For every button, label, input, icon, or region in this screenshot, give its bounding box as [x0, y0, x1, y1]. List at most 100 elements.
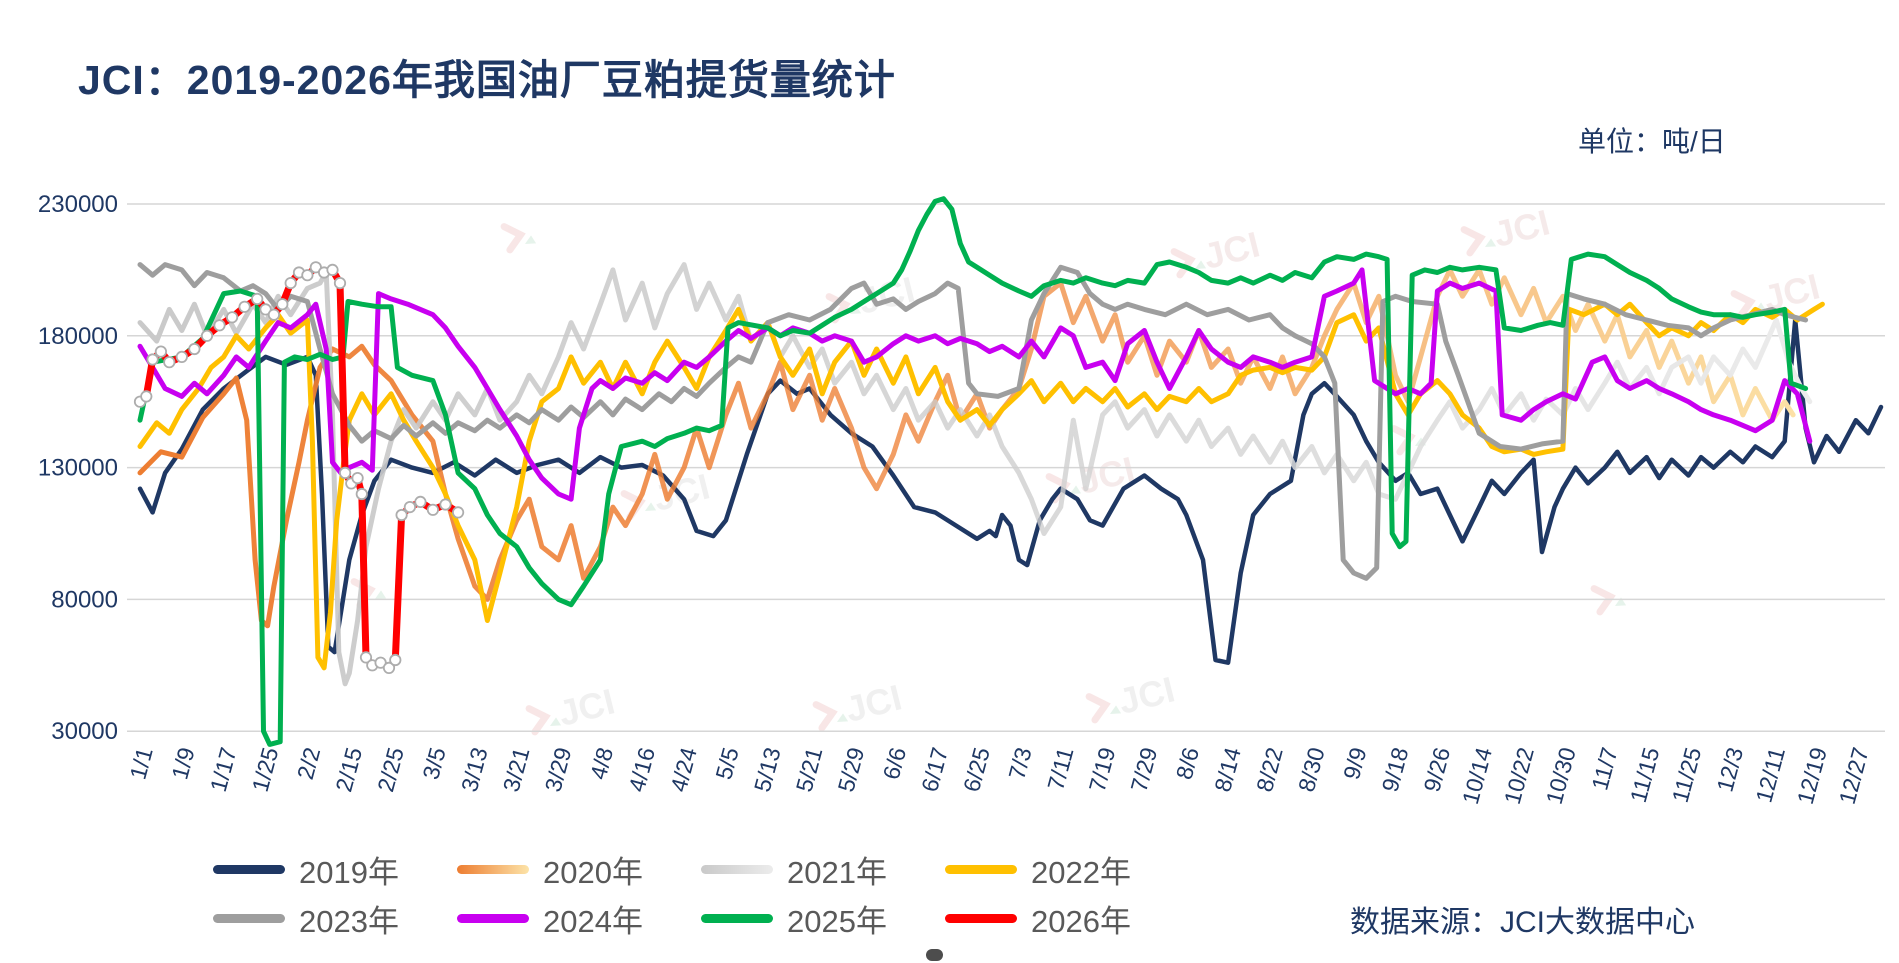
series-line-2025 — [137, 196, 1809, 747]
series-marker-2026 — [426, 503, 439, 516]
x-axis-label: 6/17 — [916, 745, 953, 795]
watermark-text: JCI — [554, 680, 618, 733]
series-line-2024 — [137, 267, 1813, 502]
legend: 2019年 2020年 2021年 2022年 2023年 2024年 2025… — [213, 845, 1213, 943]
watermark — [500, 223, 537, 254]
x-axis-label: 1/1 — [124, 745, 157, 783]
watermark-chevron-icon — [525, 705, 551, 736]
series-marker-2026 — [451, 506, 465, 519]
legend-swatch-2020 — [457, 865, 529, 874]
series-marker-2026 — [226, 311, 239, 324]
watermark-green-accent-icon — [1109, 705, 1122, 715]
page-title: JCI：2019-2026年我国油厂豆粕提货量统计 — [78, 57, 896, 103]
series-marker-2026 — [359, 651, 373, 664]
watermark-text: JCI — [841, 676, 905, 729]
x-axis-label: 1/17 — [205, 745, 242, 795]
series-marker-2026 — [213, 319, 226, 332]
x-axis-label: 2/15 — [330, 745, 367, 795]
watermark-green-accent-icon — [1069, 485, 1082, 495]
legend-label-2021: 2021年 — [787, 855, 887, 890]
x-axis-label: 6/6 — [878, 745, 911, 783]
x-axis-label: 8/6 — [1171, 745, 1204, 783]
x-axis-label: 7/11 — [1042, 745, 1078, 793]
watermark-green-accent-icon — [644, 502, 657, 512]
x-axis-label: 3/29 — [540, 745, 577, 795]
series-marker-2026 — [154, 345, 167, 358]
x-axis-label: 12/27 — [1834, 745, 1874, 807]
series-marker-2026 — [251, 292, 264, 305]
watermark: JCI — [1085, 668, 1179, 724]
series-marker-2026 — [389, 653, 402, 667]
x-axis-label: 5/13 — [749, 745, 786, 795]
x-axis-label: 2/25 — [372, 745, 409, 795]
legend-swatch-2024 — [457, 914, 529, 923]
watermark-green-accent-icon — [549, 717, 562, 727]
cutoff-mark — [926, 949, 943, 961]
series-marker-2026 — [259, 303, 272, 316]
watermark-text: JCI — [1489, 201, 1553, 254]
watermark-chevron-icon — [500, 223, 526, 254]
series-marker-2026 — [284, 276, 297, 290]
watermark-green-accent-icon — [524, 235, 537, 245]
x-axis-label: 12/19 — [1792, 745, 1832, 807]
legend-swatch-2026 — [945, 914, 1017, 923]
series-marker-2026 — [355, 487, 368, 501]
watermark: JCI — [812, 676, 906, 732]
watermark-chevron-icon — [1085, 693, 1111, 724]
x-axis-label: 3/21 — [498, 745, 535, 795]
legend-item-2020: 2020年 — [457, 847, 701, 892]
legend-item-2025: 2025年 — [701, 896, 945, 941]
series-marker-2026 — [338, 466, 352, 479]
series-marker-2026 — [175, 350, 188, 363]
x-axis-label: 4/16 — [623, 745, 660, 795]
y-axis-label: 80000 — [51, 586, 118, 613]
legend-label-2026: 2026年 — [1031, 904, 1131, 939]
watermark: JCI — [1460, 201, 1554, 257]
series-marker-2026 — [374, 656, 387, 669]
watermark-chevron-icon — [1460, 226, 1486, 257]
watermark: JCI — [1170, 223, 1264, 279]
watermark-chevron-icon — [1730, 290, 1756, 321]
series-marker-2026 — [403, 500, 416, 514]
legend-swatch-2021 — [701, 865, 773, 874]
legend-item-2019: 2019年 — [213, 847, 457, 892]
series-marker-2026 — [333, 276, 347, 290]
series-marker-2026 — [146, 353, 159, 366]
x-axis-label: 12/11 — [1750, 745, 1790, 806]
x-axis-label: 7/19 — [1084, 745, 1121, 795]
x-axis-label: 2/2 — [292, 745, 325, 783]
x-axis-label: 10/14 — [1457, 744, 1497, 807]
y-axis-label: 130000 — [38, 455, 118, 482]
legend-item-2021: 2021年 — [701, 847, 945, 892]
x-axis-label: 10/30 — [1541, 745, 1581, 807]
series-marker-2026 — [301, 269, 314, 282]
series-marker-2026 — [351, 471, 364, 485]
series-marker-2026 — [382, 661, 396, 675]
series-marker-2026 — [395, 508, 408, 522]
series-line-2023 — [137, 262, 1809, 581]
watermark-green-accent-icon — [1484, 238, 1497, 248]
legend-label-2024: 2024年 — [543, 904, 643, 939]
watermark-green-accent-icon — [1614, 597, 1627, 607]
legend-swatch-2019 — [213, 865, 285, 874]
series-marker-2026 — [276, 298, 289, 311]
x-axis-label: 9/9 — [1338, 745, 1371, 783]
watermark-green-accent-icon — [374, 590, 387, 600]
x-axis-label: 6/25 — [958, 745, 995, 795]
legend-label-2025: 2025年 — [787, 904, 887, 939]
legend-swatch-2022 — [945, 865, 1017, 874]
watermark-chevron-icon — [1590, 585, 1616, 616]
x-axis-label: 9/26 — [1418, 745, 1455, 795]
x-axis-label: 1/9 — [166, 745, 199, 783]
legend-item-2026: 2026年 — [945, 896, 1189, 941]
x-axis-label: 11/15 — [1625, 745, 1665, 806]
x-axis-label: 1/25 — [247, 745, 284, 795]
legend-item-2023: 2023年 — [213, 896, 457, 941]
series-marker-2026 — [163, 356, 176, 369]
y-axis-label: 230000 — [38, 191, 118, 218]
legend-label-2019: 2019年 — [299, 855, 399, 890]
series-marker-2026 — [439, 498, 452, 511]
series-marker-2026 — [200, 329, 214, 342]
